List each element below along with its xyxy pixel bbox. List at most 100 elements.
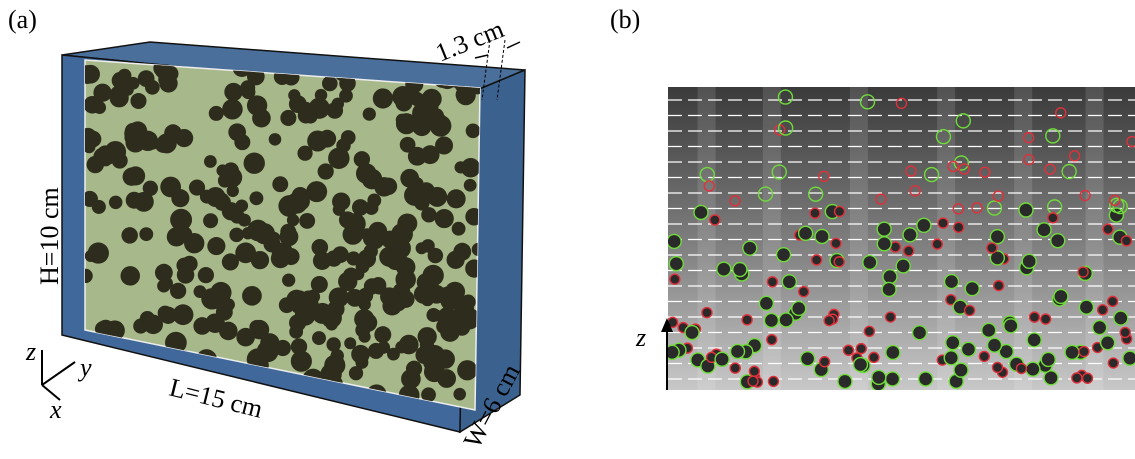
particle [993, 362, 1003, 372]
particle [856, 344, 866, 354]
particle [421, 239, 435, 253]
particle [824, 316, 834, 326]
particle [282, 274, 295, 287]
particle [249, 320, 264, 335]
axis-label: z [635, 323, 646, 352]
particle [130, 93, 146, 109]
particle [306, 181, 327, 202]
particle [85, 250, 97, 262]
particle [820, 357, 830, 367]
particle [742, 315, 752, 325]
particle [834, 257, 844, 267]
particle [203, 213, 218, 228]
particle [414, 284, 433, 303]
particle [363, 229, 381, 247]
particle [436, 349, 455, 368]
particle [121, 227, 137, 243]
dimension-label: H=10 cm [35, 187, 64, 285]
particle [332, 192, 350, 210]
particle [175, 129, 193, 147]
particle [247, 95, 267, 115]
particle [280, 110, 296, 126]
particle [123, 168, 141, 186]
particle [1029, 312, 1039, 322]
particle [242, 227, 254, 239]
particle [1083, 373, 1093, 383]
particle [181, 256, 197, 272]
particle [801, 352, 815, 366]
particle [435, 209, 454, 228]
particle [373, 88, 393, 108]
particle [730, 363, 740, 373]
particle [160, 277, 173, 290]
particle [869, 352, 879, 362]
particle [254, 223, 275, 244]
particle [938, 218, 948, 228]
particle [812, 255, 822, 265]
particle [318, 130, 336, 148]
particle [453, 388, 466, 401]
particle [1041, 352, 1055, 366]
axis-label: z [25, 337, 36, 366]
particle [160, 177, 181, 198]
particle [1121, 236, 1131, 246]
axis-arrow [42, 362, 75, 385]
particle [854, 358, 868, 372]
particle [148, 389, 169, 410]
gap-arrow [475, 55, 488, 58]
particle [903, 228, 917, 242]
particle [461, 158, 480, 177]
particle [715, 352, 729, 366]
particle [717, 262, 731, 276]
particle [904, 246, 914, 256]
particle [810, 208, 820, 218]
particle [954, 222, 964, 232]
particle [886, 372, 900, 386]
particle [886, 345, 900, 359]
particle [896, 259, 910, 273]
particle [352, 199, 369, 216]
particle [1037, 223, 1051, 237]
particle [345, 229, 360, 244]
particle [447, 189, 466, 208]
particle [216, 164, 228, 176]
particle [92, 200, 106, 214]
particle [84, 96, 102, 114]
particle [380, 178, 397, 195]
particle [1041, 314, 1051, 324]
particle [370, 277, 386, 293]
particle [209, 106, 224, 121]
particle [322, 306, 336, 320]
particle [356, 260, 370, 274]
particle [201, 288, 222, 309]
axis-label: x [49, 395, 62, 424]
particle [207, 237, 225, 255]
particle [944, 351, 958, 365]
particle [764, 313, 778, 327]
particle [415, 346, 433, 364]
particle [1101, 336, 1115, 350]
particle [272, 176, 288, 192]
particle [251, 251, 269, 269]
particle [456, 85, 476, 105]
particle [173, 304, 194, 325]
light-streak [698, 87, 716, 390]
particle [445, 282, 465, 302]
particle [312, 331, 326, 345]
particle [339, 211, 356, 228]
axis-label: y [77, 353, 92, 382]
particle [408, 147, 427, 166]
particle [437, 369, 456, 388]
particle [367, 194, 381, 208]
particle [1004, 319, 1018, 333]
particle [354, 309, 374, 329]
particle [1093, 321, 1107, 335]
particle [351, 345, 370, 364]
particle [280, 393, 294, 407]
particle [1114, 311, 1128, 325]
particle [777, 248, 791, 262]
particle [1108, 296, 1118, 306]
particle [204, 155, 217, 168]
particle [421, 207, 436, 222]
particle [198, 267, 214, 283]
